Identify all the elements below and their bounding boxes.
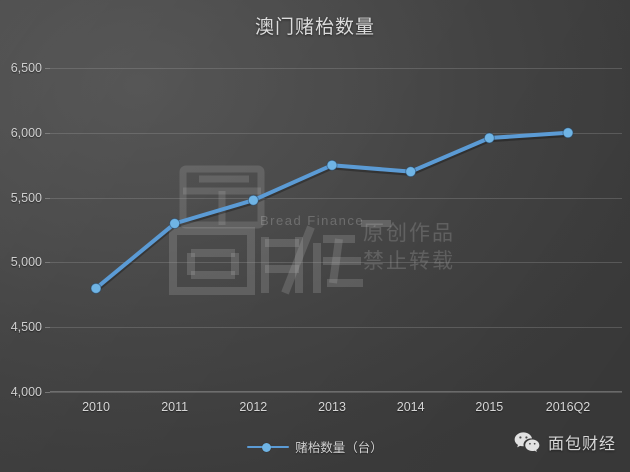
y-axis-tick-label: 6,000 — [10, 125, 42, 140]
y-axis-tick — [45, 392, 50, 393]
y-axis-tick — [45, 68, 50, 69]
data-point-marker — [562, 127, 574, 139]
data-point-marker — [169, 218, 181, 230]
series-line — [94, 130, 570, 291]
data-point-marker — [326, 159, 338, 171]
y-axis-tick-label: 5,000 — [10, 255, 42, 270]
brand-footer-label: 面包财经 — [547, 436, 616, 453]
data-point-marker — [90, 282, 102, 294]
legend-swatch-series-1 — [247, 442, 290, 452]
gridline — [50, 392, 622, 393]
plot-area — [45, 68, 622, 393]
y-axis-tick-label: 4,500 — [10, 320, 42, 335]
series-line-shadow — [93, 131, 571, 293]
y-axis-tick — [45, 197, 50, 199]
y-axis-tick — [45, 327, 50, 329]
x-axis-tick-label: 2011 — [161, 400, 189, 414]
brand-footer: 面包财经 — [514, 430, 616, 454]
data-point-marker — [483, 132, 495, 144]
x-axis-tick-label: 2014 — [396, 400, 425, 414]
y-axis-tick-label: 6,500 — [10, 61, 42, 75]
chart-title: 澳门赌枱数量 — [254, 17, 375, 38]
data-point-marker — [405, 166, 417, 178]
gridline — [50, 197, 622, 199]
y-axis-tick — [45, 262, 50, 264]
chart-legend: 赌枱数量（台） — [0, 437, 630, 456]
gridline — [50, 132, 622, 134]
x-axis-tick-label: 2015 — [475, 400, 504, 414]
y-axis-tick — [45, 132, 50, 134]
x-axis-tick-label: 2012 — [239, 400, 268, 414]
legend-label-series-1: 赌枱数量（台） — [295, 441, 383, 455]
data-point-marker — [247, 194, 259, 206]
x-axis-tick-label: 2013 — [318, 400, 346, 414]
y-axis-tick-label: 4,000 — [10, 385, 42, 399]
y-axis-tick-label: 5,500 — [10, 190, 42, 205]
legend-marker-icon — [262, 442, 272, 452]
x-axis-tick-label: 2016Q2 — [545, 400, 591, 414]
gridline — [50, 68, 622, 69]
wechat-icon — [514, 432, 540, 452]
line-series — [90, 127, 574, 294]
gridline — [50, 327, 622, 329]
x-axis-line — [50, 391, 622, 392]
gridline — [50, 262, 622, 264]
x-axis-tick-label: 2010 — [82, 400, 110, 414]
